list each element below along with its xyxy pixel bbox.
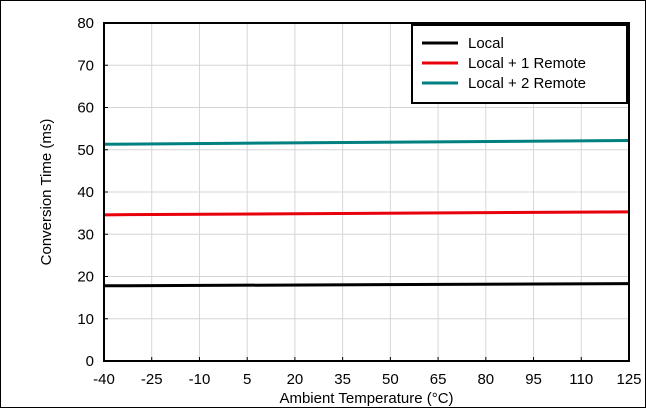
y-tick-label: 10 (77, 311, 94, 328)
legend-label: Local + 2 Remote (468, 75, 586, 92)
series-layer (103, 138, 630, 288)
y-tick-label: 20 (77, 269, 94, 286)
x-tick-label: 20 (287, 371, 304, 388)
x-tick-label: 95 (525, 371, 542, 388)
y-tick-label: 0 (86, 353, 94, 370)
series-line-1 (103, 210, 630, 217)
x-axis-ticks: -40 -25 -10 5 20 35 50 65 80 95 110 125 (93, 357, 642, 388)
x-tick-label: -25 (141, 371, 163, 388)
legend: Local Local + 1 Remote Local + 2 Remote (411, 24, 628, 104)
x-tick-label: 125 (616, 371, 641, 388)
y-tick-label: 60 (77, 100, 94, 117)
x-tick-label: -10 (189, 371, 211, 388)
x-tick-label: 110 (569, 371, 593, 388)
x-tick-label: 65 (430, 371, 447, 388)
y-tick-label: 30 (77, 226, 94, 243)
x-tick-label: 5 (243, 371, 251, 388)
y-tick-label: 70 (77, 57, 94, 74)
x-tick-label: 35 (334, 371, 351, 388)
legend-label: Local + 1 Remote (468, 55, 586, 72)
series-line-2 (103, 138, 630, 146)
legend-label: Local (468, 35, 504, 52)
series-line-0 (103, 282, 630, 288)
x-tick-label: -40 (93, 371, 115, 388)
y-tick-label: 80 (77, 15, 94, 32)
y-tick-label: 40 (77, 184, 94, 201)
y-tick-label: 50 (77, 142, 94, 159)
x-axis-label: Ambient Temperature (°C) (279, 390, 453, 407)
x-tick-label: 80 (477, 371, 494, 388)
y-axis-label: Conversion Time (ms) (38, 119, 55, 266)
y-axis-ticks: 0 10 20 30 40 50 60 70 80 (77, 15, 108, 370)
x-tick-label: 50 (382, 371, 399, 388)
